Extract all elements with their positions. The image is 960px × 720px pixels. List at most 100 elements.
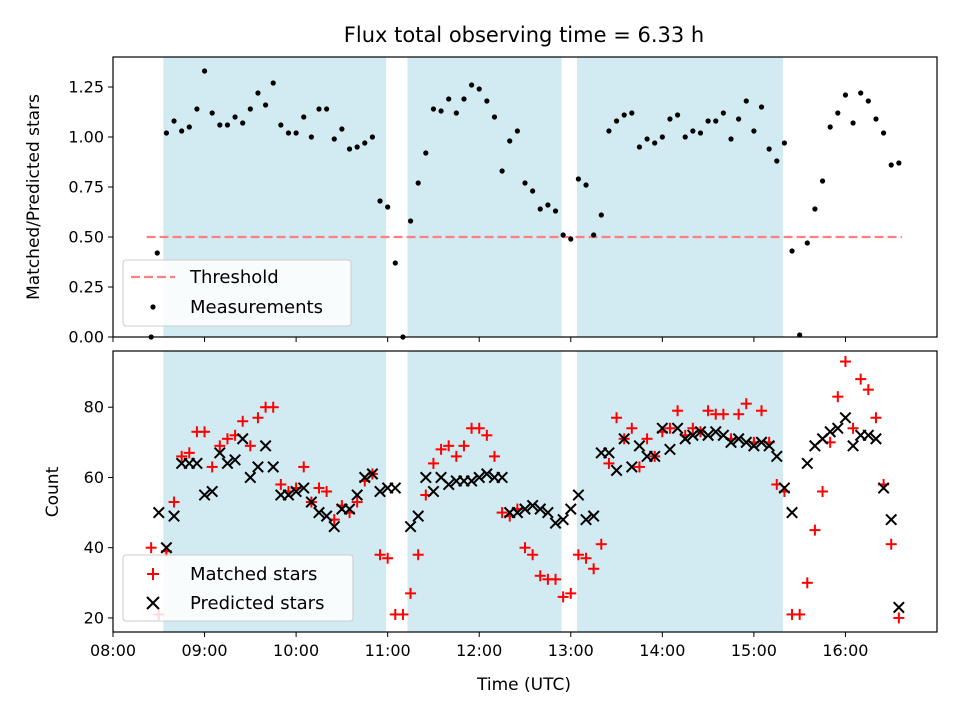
predicted-star-point bbox=[351, 489, 364, 501]
matched-star-point bbox=[199, 426, 211, 438]
matched-star-point bbox=[557, 591, 569, 603]
matched-star-point bbox=[183, 447, 195, 459]
predicted-star-point bbox=[656, 422, 669, 435]
measurement-point bbox=[514, 128, 520, 134]
y-tick-label: 1.25 bbox=[68, 78, 104, 97]
measurement-point bbox=[835, 110, 841, 116]
predicted-star-point bbox=[732, 432, 745, 445]
matched-star-point bbox=[862, 384, 874, 396]
bottom-y-ticks: 20 40 60 80 bbox=[84, 398, 113, 627]
legend-threshold-label: Threshold bbox=[189, 267, 279, 288]
predicted-star-point bbox=[892, 601, 905, 614]
matched-star-point bbox=[672, 405, 684, 417]
predicted-star-point bbox=[534, 503, 547, 515]
measurement-point bbox=[758, 104, 765, 110]
top-plot-area bbox=[146, 68, 902, 340]
legend-matched-swatch bbox=[147, 568, 159, 580]
predicted-star-point bbox=[603, 446, 615, 459]
x-tick-label: 12:00 bbox=[456, 641, 502, 660]
matched-star-point bbox=[595, 538, 607, 550]
predicted-star-point bbox=[519, 503, 531, 515]
matched-star-point bbox=[550, 573, 562, 585]
measurement-point bbox=[217, 122, 223, 128]
measurement-point bbox=[407, 218, 414, 224]
measurement-point bbox=[674, 112, 681, 118]
measurement-point bbox=[751, 128, 757, 134]
predicted-star-point bbox=[282, 489, 295, 501]
predicted-star-point bbox=[801, 457, 814, 470]
bottom-x-ticks: 08:00 09:00 10:00 11:00 12:00 13:00 14:00 15:00… bbox=[90, 632, 868, 660]
predicted-star-point bbox=[870, 432, 882, 445]
bottom-axes-frame bbox=[112, 350, 938, 633]
matched-star-point bbox=[839, 356, 851, 368]
matched-star-point bbox=[412, 549, 424, 561]
matched-star-point bbox=[527, 549, 539, 561]
predicted-star-point bbox=[763, 439, 776, 452]
measurement-point bbox=[354, 144, 360, 150]
measurement-point bbox=[644, 136, 650, 142]
predicted-star-point bbox=[160, 541, 173, 554]
legend-predicted-swatch bbox=[146, 596, 160, 610]
matched-star-point bbox=[893, 612, 905, 624]
matched-star-point bbox=[221, 433, 233, 445]
matched-star-point bbox=[588, 563, 600, 575]
measurement-point bbox=[774, 158, 780, 164]
predicted-star-point bbox=[465, 475, 478, 487]
measurement-point bbox=[324, 106, 330, 112]
matched-star-point bbox=[481, 429, 493, 441]
predicted-star-point bbox=[328, 520, 341, 533]
matched-star-point bbox=[405, 587, 417, 599]
matched-star-point bbox=[298, 461, 310, 473]
predicted-star-point bbox=[564, 503, 577, 515]
predicted-star-point bbox=[313, 506, 325, 519]
legend-measurements-label: Measurements bbox=[190, 297, 323, 318]
measurement-point bbox=[232, 114, 238, 120]
matched-star-point bbox=[397, 608, 409, 620]
matched-star-point bbox=[664, 422, 676, 434]
measurement-point bbox=[682, 134, 688, 140]
measurement-point bbox=[171, 118, 177, 124]
measurement-point bbox=[804, 240, 810, 246]
matched-star-point bbox=[870, 412, 882, 424]
y-tick-label: 40 bbox=[84, 538, 104, 557]
top-legend-box bbox=[122, 259, 352, 327]
y-tick-label: 0.00 bbox=[68, 328, 104, 347]
measurement-point bbox=[301, 114, 307, 120]
measurement-point bbox=[507, 138, 513, 144]
bottom-legend-box bbox=[122, 554, 354, 622]
measurement-point bbox=[423, 150, 429, 156]
x-tick-label: 10:00 bbox=[273, 641, 319, 660]
measurement-point bbox=[179, 128, 185, 134]
measurement-point bbox=[766, 146, 772, 152]
measurement-point bbox=[293, 130, 299, 136]
predicted-star-point bbox=[374, 485, 386, 498]
measurement-point bbox=[224, 122, 231, 128]
matched-star-point bbox=[450, 450, 462, 462]
predicted-star-point bbox=[839, 411, 852, 424]
measurement-point bbox=[522, 180, 528, 186]
bottom-plot-area bbox=[145, 356, 905, 624]
predicted-star-point bbox=[778, 482, 791, 494]
measurement-point bbox=[484, 98, 490, 104]
matched-star-point bbox=[717, 408, 729, 420]
measurement-point bbox=[613, 118, 620, 124]
matched-star-point bbox=[534, 570, 546, 582]
measurement-point bbox=[598, 212, 604, 218]
measurement-point bbox=[446, 96, 452, 102]
x-tick-label: 09:00 bbox=[182, 641, 228, 660]
y-tick-label: 1.00 bbox=[68, 128, 104, 147]
matched-star-point bbox=[580, 552, 592, 564]
x-tick-label: 11:00 bbox=[365, 641, 411, 660]
predicted-star-point bbox=[709, 425, 722, 438]
measurement-point bbox=[697, 130, 704, 136]
measurement-point bbox=[255, 90, 261, 96]
predicted-star-point bbox=[725, 436, 737, 449]
measurement-point bbox=[209, 110, 215, 116]
predicted-star-point bbox=[343, 503, 356, 515]
predicted-star-point bbox=[664, 443, 676, 456]
predicted-star-point bbox=[862, 429, 875, 442]
matched-star-point bbox=[740, 398, 752, 410]
predicted-star-point bbox=[847, 439, 859, 452]
predicted-star-point bbox=[541, 506, 554, 519]
